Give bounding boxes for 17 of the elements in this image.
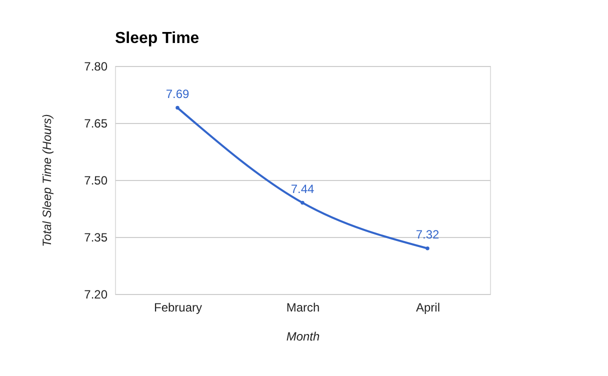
y-axis-title: Total Sleep Time (Hours) <box>40 114 54 247</box>
y-tick-label: 7.80 <box>84 60 108 74</box>
point <box>426 246 430 250</box>
x-tick-label: February <box>154 300 202 314</box>
x-axis-title: Month <box>286 330 320 344</box>
point <box>300 200 304 205</box>
y-tick-label: 7.20 <box>84 288 108 302</box>
data-label: 7.69 <box>166 86 190 101</box>
y-tick-label: 7.50 <box>84 174 108 188</box>
x-tick-label: March <box>286 300 320 314</box>
x-tick-label: April <box>416 300 440 314</box>
data-label: 7.32 <box>416 227 440 242</box>
point <box>176 106 180 110</box>
chart-title: Sleep Time <box>115 30 200 47</box>
y-tick-label: 7.65 <box>84 116 108 130</box>
data-label: 7.44 <box>290 182 314 196</box>
y-tick-label: 7.35 <box>84 230 108 244</box>
